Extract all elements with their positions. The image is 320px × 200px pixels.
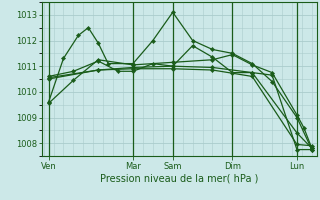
X-axis label: Pression niveau de la mer( hPa ): Pression niveau de la mer( hPa )	[100, 173, 258, 183]
